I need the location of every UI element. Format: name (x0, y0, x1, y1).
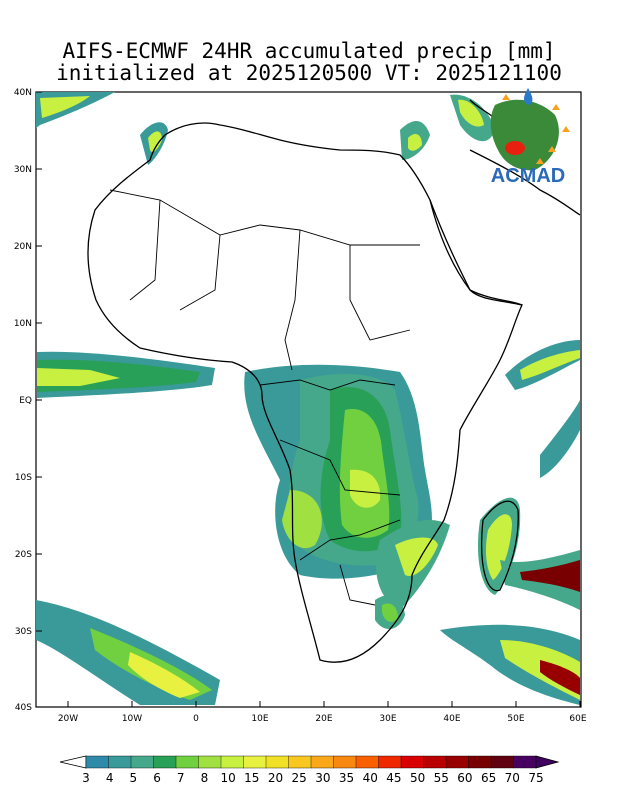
latitude-labels: 40N 30N 20N 10N EQ 10S 20S 30S 40S (14, 88, 32, 713)
colorbar-swatch (265, 755, 289, 769)
colorbar-swatch (445, 755, 469, 769)
colorbar-swatch (288, 755, 312, 769)
colorbar-swatch (310, 755, 334, 769)
colorbar-label: 4 (106, 771, 114, 785)
colorbar-label: 60 (457, 771, 472, 785)
colorbar: 3 4 5 6 7 8 10 15 20 25 30 35 40 45 50 55 60 65 70 75 (59, 755, 560, 785)
lon-label: 40E (443, 714, 460, 724)
colorbar-swatch (85, 755, 109, 769)
logo-drop-icon (524, 88, 533, 105)
logo-hotspot-icon (505, 141, 525, 155)
lon-label: 20E (315, 714, 332, 724)
colorbar-under-triangle (59, 755, 87, 769)
colorbar-label: 75 (528, 771, 543, 785)
axis-ticks (36, 91, 581, 708)
colorbar-swatch (108, 755, 132, 769)
lon-label: 30E (379, 714, 396, 724)
lat-label: 10S (15, 473, 32, 483)
colorbar-label: 7 (177, 771, 185, 785)
logo-ray-icon (502, 94, 510, 100)
lat-label: EQ (19, 396, 32, 406)
lon-label: 10W (122, 714, 142, 724)
colorbar-label: 10 (220, 771, 235, 785)
colorbar-swatch (468, 755, 492, 769)
lat-label: 20S (15, 550, 32, 560)
colorbar-label: 30 (315, 771, 330, 785)
colorbar-label: 15 (244, 771, 259, 785)
colorbar-swatch (153, 755, 177, 769)
country-borders (109, 189, 420, 606)
lat-label: 30N (14, 165, 32, 175)
logo-ray-icon (536, 158, 544, 164)
colorbar-swatch (490, 755, 514, 769)
colorbar-label: 35 (339, 771, 354, 785)
lat-label: 10N (14, 319, 32, 329)
lat-label: 30S (15, 627, 32, 637)
colorbar-label: 25 (292, 771, 307, 785)
colorbar-swatch (333, 755, 357, 769)
logo-ray-icon (548, 146, 556, 152)
colorbar-swatch (243, 755, 267, 769)
colorbar-label: 65 (481, 771, 496, 785)
colorbar-swatch (423, 755, 447, 769)
colorbar-swatch (198, 755, 222, 769)
colorbar-label: 3 (82, 771, 90, 785)
lat-label: 40S (15, 703, 32, 713)
lon-label: 60E (569, 714, 586, 724)
logo-ray-icon (562, 126, 570, 132)
colorbar-label: 40 (363, 771, 378, 785)
colorbar-label: 50 (410, 771, 425, 785)
logo-text: ACMAD (491, 165, 565, 187)
colorbar-label: 5 (130, 771, 138, 785)
acmad-logo: ACMAD (490, 88, 570, 187)
colorbar-label: 6 (153, 771, 161, 785)
colorbar-swatch (355, 755, 379, 769)
colorbar-swatch (513, 755, 537, 769)
colorbar-label: 70 (505, 771, 520, 785)
logo-ray-icon (552, 104, 560, 110)
lon-label: 0 (193, 714, 199, 724)
coastlines (87, 99, 581, 663)
colorbar-swatch (400, 755, 424, 769)
colorbar-label: 20 (268, 771, 283, 785)
precip-fields (36, 92, 580, 705)
lat-label: 40N (14, 88, 32, 98)
colorbar-label: 8 (201, 771, 209, 785)
colorbar-label: 45 (386, 771, 401, 785)
colorbar-label: 55 (434, 771, 449, 785)
lon-label: 20W (58, 714, 78, 724)
colorbar-swatch (175, 755, 199, 769)
colorbar-swatch (130, 755, 154, 769)
lon-label: 10E (251, 714, 268, 724)
colorbar-over-triangle (535, 755, 560, 769)
colorbar-swatch (378, 755, 402, 769)
lon-label: 50E (507, 714, 524, 724)
map-title-line2: initialized at 2025120500 VT: 2025121100 (56, 61, 562, 85)
lat-label: 20N (14, 242, 32, 252)
colorbar-swatch (220, 755, 244, 769)
longitude-labels: 20W 10W 0 10E 20E 30E 40E 50E 60E (58, 714, 587, 724)
map-title-line1: AIFS-ECMWF 24HR accumulated precip [mm] (62, 39, 556, 63)
